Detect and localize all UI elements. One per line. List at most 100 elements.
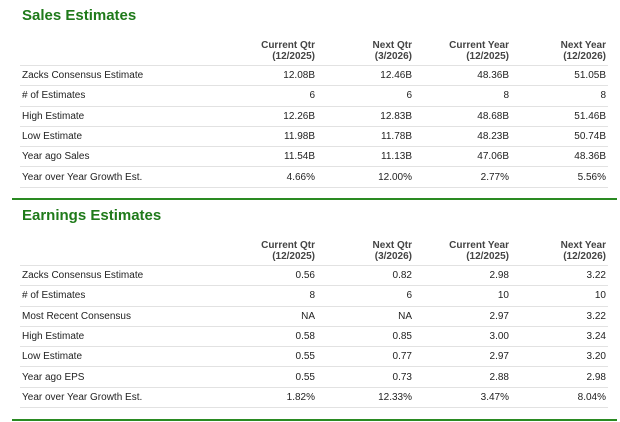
value-cell: 1.82% — [220, 387, 317, 409]
data-row: # of Estimates 6 6 8 8 — [20, 85, 608, 107]
value-cell: 2.98 — [511, 366, 608, 388]
row-label: High Estimate — [20, 106, 220, 127]
value-cell: NA — [317, 306, 414, 327]
section-divider — [12, 419, 617, 421]
row-label: Year over Year Growth Est. — [20, 166, 220, 188]
data-row: Zacks Consensus Estimate 12.08B 12.46B 48.3… — [20, 65, 608, 87]
value-cell: 2.97 — [414, 346, 511, 368]
value-cell: 2.97 — [414, 306, 511, 327]
value-cell: 0.56 — [220, 265, 317, 287]
data-row: Year ago Sales 11.54B 11.13B 47.06B 48.36B — [20, 146, 608, 168]
data-row: Most Recent Consensus NA NA 2.97 3.22 — [20, 306, 608, 327]
value-cell: 11.98B — [220, 126, 317, 148]
value-cell: 0.55 — [220, 346, 317, 368]
row-label: Year ago Sales — [20, 146, 220, 168]
value-cell: 12.83B — [317, 106, 414, 127]
value-cell: 12.46B — [317, 65, 414, 87]
value-cell: 48.36B — [511, 146, 608, 168]
value-cell: 11.13B — [317, 146, 414, 168]
value-cell: 0.73 — [317, 366, 414, 388]
value-cell: 11.78B — [317, 126, 414, 148]
value-cell: 0.58 — [220, 326, 317, 348]
row-label: Low Estimate — [20, 126, 220, 148]
column-header: Next Year (12/2026) — [511, 235, 608, 266]
row-label: Year over Year Growth Est. — [20, 387, 220, 409]
value-cell: 0.77 — [317, 346, 414, 368]
value-cell: 51.46B — [511, 106, 608, 127]
section-title: Sales Estimates — [22, 7, 137, 24]
estimates-table: Current Qtr (12/2025) Next Qtr (3/2026) Curr… — [20, 35, 608, 188]
value-cell: 50.74B — [511, 126, 608, 148]
value-cell: 12.26B — [220, 106, 317, 127]
value-cell: 0.55 — [220, 366, 317, 388]
value-cell: 8 — [511, 85, 608, 107]
column-period: (3/2026) — [374, 251, 412, 262]
data-row: # of Estimates 8 6 10 10 — [20, 285, 608, 307]
value-cell: 3.22 — [511, 265, 608, 287]
column-name: Next Year — [560, 40, 606, 51]
value-cell: 48.36B — [414, 65, 511, 87]
row-label: High Estimate — [20, 326, 220, 348]
data-row: High Estimate 0.58 0.85 3.00 3.24 — [20, 326, 608, 348]
data-row: Year over Year Growth Est. 4.66% 12.00% 2.7… — [20, 166, 608, 188]
column-name: Next Qtr — [372, 40, 412, 51]
column-header: Current Qtr (12/2025) — [220, 35, 317, 66]
data-row: Zacks Consensus Estimate 0.56 0.82 2.98 3.22 — [20, 265, 608, 287]
value-cell: 3.24 — [511, 326, 608, 348]
header-row: Current Qtr (12/2025) Next Qtr (3/2026) Curr… — [20, 235, 608, 266]
column-period: (12/2025) — [272, 251, 315, 262]
value-cell: 4.66% — [220, 166, 317, 188]
header-cell — [20, 35, 220, 66]
value-cell: 0.85 — [317, 326, 414, 348]
value-cell: 8.04% — [511, 387, 608, 409]
column-name: Next Year — [560, 240, 606, 251]
column-header: Current Qtr (12/2025) — [220, 235, 317, 266]
header-row: Current Qtr (12/2025) Next Qtr (3/2026) Curr… — [20, 35, 608, 66]
value-cell: 12.33% — [317, 387, 414, 409]
row-label: Low Estimate — [20, 346, 220, 368]
column-period: (12/2025) — [466, 251, 509, 262]
column-period: (12/2026) — [563, 51, 606, 62]
column-header: Next Qtr (3/2026) — [317, 35, 414, 66]
row-label: Year ago EPS — [20, 366, 220, 388]
value-cell: 47.06B — [414, 146, 511, 168]
section-divider — [12, 198, 617, 200]
column-name: Current Qtr — [261, 40, 315, 51]
data-row: Year ago EPS 0.55 0.73 2.88 2.98 — [20, 366, 608, 388]
column-header: Current Year (12/2025) — [414, 235, 511, 266]
data-row: High Estimate 12.26B 12.83B 48.68B 51.46B — [20, 106, 608, 127]
value-cell: 6 — [220, 85, 317, 107]
value-cell: 2.98 — [414, 265, 511, 287]
data-row: Year over Year Growth Est. 1.82% 12.33% 3.4… — [20, 387, 608, 409]
data-row: Low Estimate 0.55 0.77 2.97 3.20 — [20, 346, 608, 368]
value-cell: 12.00% — [317, 166, 414, 188]
value-cell: 48.68B — [414, 106, 511, 127]
value-cell: 11.54B — [220, 146, 317, 168]
value-cell: 6 — [317, 285, 414, 307]
value-cell: 10 — [414, 285, 511, 307]
row-label: Zacks Consensus Estimate — [20, 265, 220, 287]
column-name: Next Qtr — [372, 240, 412, 251]
value-cell: 8 — [414, 85, 511, 107]
section-title: Earnings Estimates — [22, 207, 162, 224]
value-cell: NA — [220, 306, 317, 327]
column-header: Next Qtr (3/2026) — [317, 235, 414, 266]
estimates-table: Current Qtr (12/2025) Next Qtr (3/2026) Curr… — [20, 235, 608, 409]
value-cell: 48.23B — [414, 126, 511, 148]
column-period: (3/2026) — [374, 51, 412, 62]
row-label: Most Recent Consensus — [20, 306, 220, 327]
row-label: # of Estimates — [20, 85, 220, 107]
column-name: Current Qtr — [261, 240, 315, 251]
column-header: Next Year (12/2026) — [511, 35, 608, 66]
value-cell: 5.56% — [511, 166, 608, 188]
column-period: (12/2025) — [466, 51, 509, 62]
value-cell: 12.08B — [220, 65, 317, 87]
column-period: (12/2025) — [272, 51, 315, 62]
column-header: Current Year (12/2025) — [414, 35, 511, 66]
value-cell: 0.82 — [317, 265, 414, 287]
value-cell: 2.77% — [414, 166, 511, 188]
value-cell: 51.05B — [511, 65, 608, 87]
column-name: Current Year — [449, 240, 509, 251]
value-cell: 3.20 — [511, 346, 608, 368]
